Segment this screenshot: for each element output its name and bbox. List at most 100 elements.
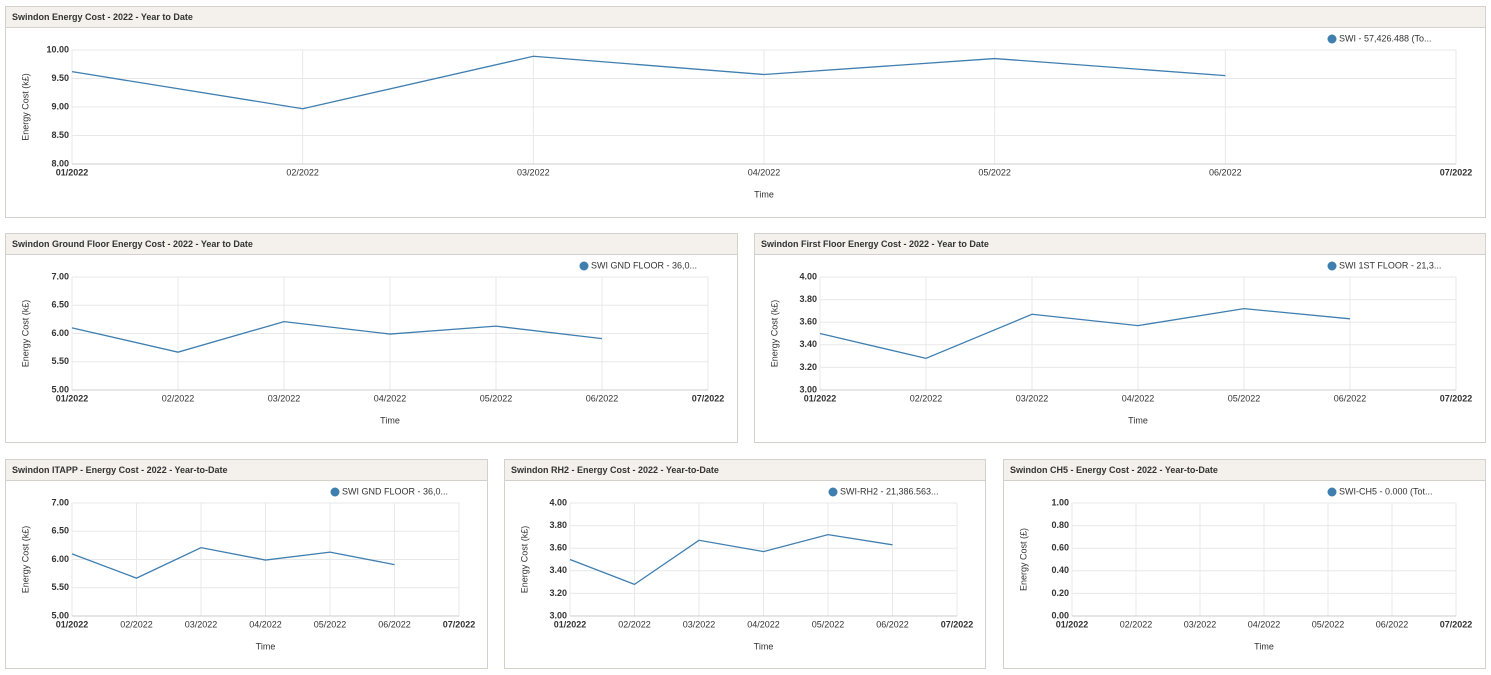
x-tick-label: 02/2022 — [910, 393, 943, 403]
chart-panel: Swindon RH2 - Energy Cost - 2022 - Year-… — [504, 459, 986, 669]
legend-label: SWI GND FLOOR - 36,0... — [591, 260, 697, 270]
x-tick-label: 04/2022 — [748, 167, 781, 177]
x-tick-label: 02/2022 — [120, 619, 153, 629]
x-tick-label: 04/2022 — [1248, 619, 1281, 629]
y-tick-label: 3.00 — [549, 610, 567, 620]
legend-marker — [828, 487, 838, 497]
x-tick-label: 01/2022 — [56, 393, 89, 403]
chart-title: Swindon ITAPP - Energy Cost - 2022 - Yea… — [12, 465, 228, 475]
y-tick-label: 0.40 — [1051, 565, 1069, 575]
x-axis-label: Time — [256, 641, 276, 651]
y-tick-label: 7.00 — [51, 271, 69, 281]
y-tick-label: 5.00 — [51, 384, 69, 394]
x-axis-label: Time — [754, 641, 774, 651]
series-line — [819, 307, 1351, 360]
x-tick-label: 01/2022 — [56, 619, 89, 629]
y-tick-label: 4.00 — [799, 271, 817, 281]
panel-header — [1003, 459, 1486, 481]
x-tick-label: 07/2022 — [692, 393, 725, 403]
y-tick-label: 6.00 — [51, 328, 69, 338]
chart-title: Swindon First Floor Energy Cost - 2022 -… — [761, 239, 989, 249]
x-tick-label: 01/2022 — [804, 393, 837, 403]
x-tick-label: 03/2022 — [517, 167, 550, 177]
y-tick-label: 5.50 — [51, 356, 69, 366]
y-axis-label: Energy Cost (k£) — [20, 526, 30, 594]
panel-frame — [754, 233, 1486, 443]
x-tick-label: 01/2022 — [56, 167, 89, 177]
x-tick-label: 06/2022 — [1376, 619, 1409, 629]
x-axis-label: Time — [754, 189, 774, 199]
x-tick-label: 07/2022 — [443, 619, 476, 629]
panel-frame — [504, 459, 986, 669]
y-tick-label: 3.00 — [799, 384, 817, 394]
series-line — [71, 55, 1226, 110]
series-line — [71, 546, 395, 579]
panel-header — [504, 459, 986, 481]
legend-marker — [1327, 34, 1337, 44]
chart-title: Swindon CH5 - Energy Cost - 2022 - Year-… — [1010, 465, 1218, 475]
y-tick-label: 9.00 — [51, 101, 69, 111]
y-tick-label: 1.00 — [1051, 497, 1069, 507]
x-axis-label: Time — [380, 415, 400, 425]
x-tick-label: 06/2022 — [1334, 393, 1367, 403]
x-tick-label: 05/2022 — [978, 167, 1011, 177]
y-axis-label: Energy Cost (k£) — [20, 73, 30, 141]
y-tick-label: 8.00 — [51, 158, 69, 168]
x-tick-label: 06/2022 — [378, 619, 411, 629]
legend-label: SWI - 57,426.488 (To... — [1339, 33, 1432, 43]
y-tick-label: 3.40 — [799, 339, 817, 349]
x-tick-label: 03/2022 — [185, 619, 218, 629]
panel-frame — [1003, 459, 1486, 669]
y-tick-label: 0.20 — [1051, 588, 1069, 598]
legend-marker — [1327, 261, 1337, 271]
x-tick-label: 03/2022 — [1016, 393, 1049, 403]
y-axis-label: Energy Cost (k£) — [20, 300, 30, 368]
series-line — [569, 533, 893, 586]
y-tick-label: 6.50 — [51, 300, 69, 310]
y-axis-label: Energy Cost (k£) — [519, 526, 529, 594]
y-axis-label: Energy Cost (k£) — [769, 300, 779, 368]
x-tick-label: 07/2022 — [1440, 393, 1473, 403]
y-tick-label: 9.50 — [51, 73, 69, 83]
y-tick-label: 0.60 — [1051, 543, 1069, 553]
x-tick-label: 02/2022 — [286, 167, 319, 177]
y-tick-label: 3.60 — [799, 317, 817, 327]
x-tick-label: 05/2022 — [480, 393, 513, 403]
y-tick-label: 10.00 — [46, 44, 69, 54]
y-tick-label: 8.50 — [51, 130, 69, 140]
x-tick-label: 04/2022 — [747, 619, 780, 629]
y-tick-label: 5.00 — [51, 610, 69, 620]
x-tick-label: 04/2022 — [249, 619, 282, 629]
legend-label: SWI-RH2 - 21,386.563... — [840, 486, 939, 496]
chart-panel: Swindon First Floor Energy Cost - 2022 -… — [754, 233, 1486, 443]
y-tick-label: 6.50 — [51, 526, 69, 536]
legend-label: SWI GND FLOOR - 36,0... — [342, 486, 448, 496]
x-tick-label: 05/2022 — [812, 619, 845, 629]
y-tick-label: 7.00 — [51, 497, 69, 507]
x-tick-label: 03/2022 — [683, 619, 716, 629]
panel-frame — [5, 459, 488, 669]
y-tick-label: 3.60 — [549, 543, 567, 553]
y-tick-label: 4.00 — [549, 497, 567, 507]
x-tick-label: 05/2022 — [1312, 619, 1345, 629]
x-tick-label: 03/2022 — [268, 393, 301, 403]
x-tick-label: 02/2022 — [618, 619, 651, 629]
y-axis-label: Energy Cost (£) — [1018, 528, 1028, 591]
panel-frame — [5, 6, 1486, 218]
x-tick-label: 01/2022 — [1056, 619, 1089, 629]
panel-frame — [5, 233, 738, 443]
x-tick-label: 05/2022 — [314, 619, 347, 629]
panel-header — [754, 233, 1486, 255]
panel-header — [5, 459, 488, 481]
x-tick-label: 01/2022 — [554, 619, 587, 629]
x-tick-label: 07/2022 — [1440, 619, 1473, 629]
series-line — [71, 320, 603, 353]
panel-header — [5, 233, 738, 255]
x-tick-label: 06/2022 — [1209, 167, 1242, 177]
chart-title: Swindon Energy Cost - 2022 - Year to Dat… — [12, 12, 193, 22]
chart-panel: Swindon CH5 - Energy Cost - 2022 - Year-… — [1003, 459, 1486, 669]
y-tick-label: 3.40 — [549, 565, 567, 575]
x-axis-label: Time — [1254, 641, 1274, 651]
legend-label: SWI 1ST FLOOR - 21,3... — [1339, 260, 1441, 270]
chart-panel: Swindon Ground Floor Energy Cost - 2022 … — [5, 233, 738, 443]
